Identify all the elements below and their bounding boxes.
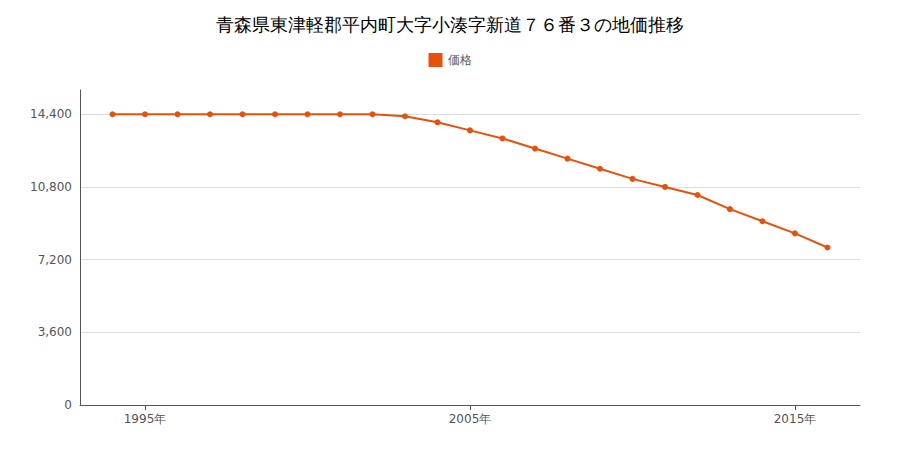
svg-text:価格: 価格 — [448, 53, 472, 67]
svg-text:2005年: 2005年 — [449, 412, 492, 426]
svg-text:3,600: 3,600 — [38, 325, 72, 339]
svg-text:青森県東津軽郡平内町大字小湊字新道７６番３の地価推移: 青森県東津軽郡平内町大字小湊字新道７６番３の地価推移 — [216, 14, 684, 35]
svg-text:2015年: 2015年 — [774, 412, 817, 426]
svg-text:14,400: 14,400 — [30, 107, 72, 121]
svg-text:1995年: 1995年 — [124, 412, 167, 426]
svg-text:0: 0 — [64, 398, 72, 412]
svg-text:7,200: 7,200 — [38, 253, 72, 267]
svg-text:10,800: 10,800 — [30, 180, 72, 194]
